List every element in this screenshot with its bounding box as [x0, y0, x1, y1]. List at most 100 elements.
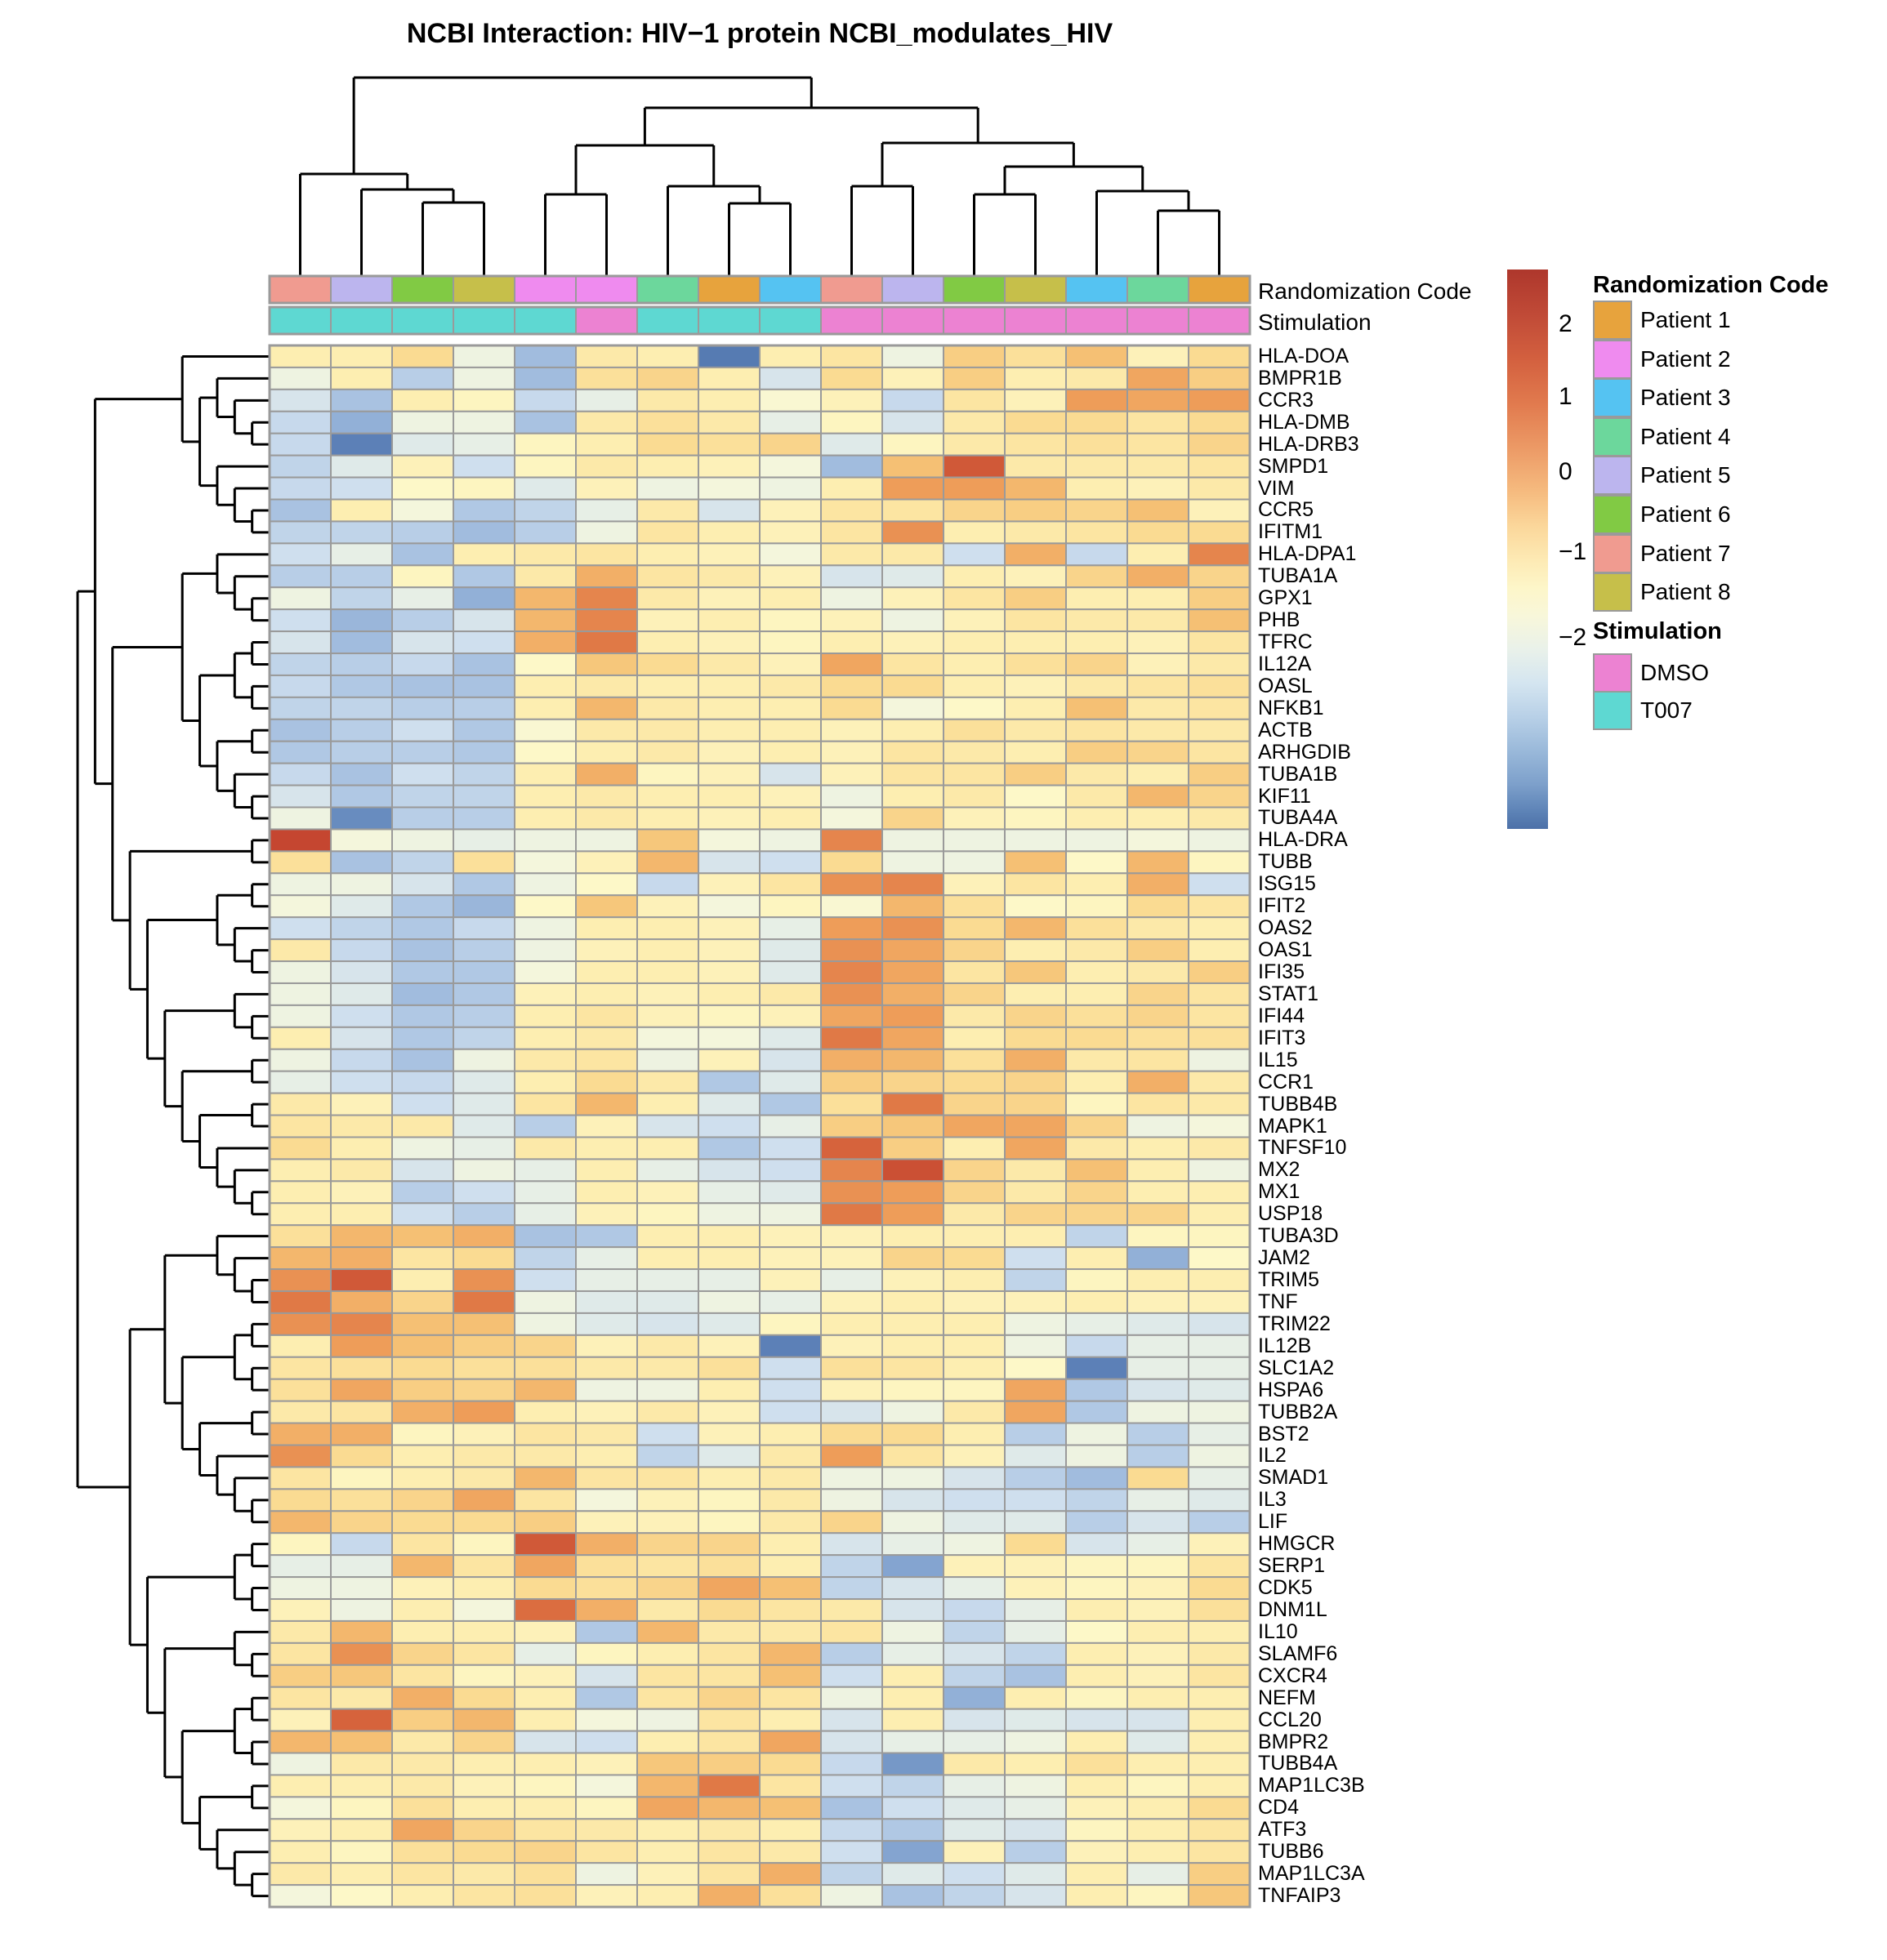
heatmap-cell — [759, 1246, 822, 1271]
heatmap-cell — [820, 1004, 883, 1028]
randomization-annotation-cell — [881, 275, 944, 304]
stimulation-annotation-cell — [698, 306, 761, 335]
annotation-label-randomization: Randomization Code — [1258, 278, 1472, 304]
heatmap-cell — [1126, 1246, 1189, 1271]
heatmap-cell — [453, 1070, 515, 1094]
heatmap-cell — [1126, 1488, 1189, 1512]
heatmap-cell — [514, 498, 577, 523]
colorbar-tick-label: 0 — [1559, 457, 1572, 485]
heatmap-cell — [269, 1180, 332, 1205]
heatmap-cell — [881, 982, 944, 1006]
heatmap-cell — [453, 696, 515, 720]
heatmap-cell — [391, 1840, 454, 1864]
row-label: HSPA6 — [1258, 1378, 1324, 1401]
heatmap-cell — [636, 1884, 699, 1909]
heatmap-cell — [514, 1444, 577, 1468]
heatmap-cell — [698, 1576, 761, 1601]
heatmap-cell — [698, 1114, 761, 1138]
heatmap-cell — [1188, 345, 1251, 368]
heatmap-cell — [881, 1378, 944, 1402]
heatmap-cell — [575, 696, 638, 720]
heatmap-cell — [391, 608, 454, 633]
colorbar-tick-label: 1 — [1559, 383, 1572, 411]
heatmap-cell — [820, 1554, 883, 1579]
heatmap-cell — [269, 1356, 332, 1380]
heatmap-cell — [759, 1444, 822, 1468]
heatmap-cell — [514, 1092, 577, 1116]
row-label: TRIM22 — [1258, 1312, 1331, 1335]
heatmap-cell — [759, 1752, 822, 1776]
heatmap-cell — [330, 1268, 393, 1292]
heatmap-cell — [636, 806, 699, 831]
heatmap-cell — [636, 850, 699, 875]
heatmap-cell — [575, 762, 638, 786]
heatmap-cell — [453, 1026, 515, 1050]
row-label: CDK5 — [1258, 1576, 1313, 1600]
row-label: IFI44 — [1258, 1004, 1305, 1027]
heatmap-cell — [330, 674, 393, 698]
heatmap-cell — [759, 938, 822, 963]
heatmap-cell — [1004, 1884, 1067, 1909]
heatmap-cell — [636, 1136, 699, 1160]
heatmap-cell — [1065, 520, 1128, 545]
heatmap-cell — [943, 586, 1006, 611]
heatmap-cell — [391, 1598, 454, 1622]
heatmap-cell — [269, 894, 332, 919]
heatmap-cell — [1004, 653, 1067, 676]
heatmap-cell — [759, 1422, 822, 1446]
legend-swatch — [1593, 378, 1632, 418]
heatmap-cell — [820, 916, 883, 941]
heatmap-cell — [1004, 1312, 1067, 1336]
heatmap-cell — [943, 1862, 1006, 1886]
heatmap-cell — [514, 1488, 577, 1512]
heatmap-cell — [1004, 586, 1067, 611]
heatmap-cell — [881, 1664, 944, 1688]
heatmap-cell — [759, 653, 822, 676]
heatmap-cell — [453, 1884, 515, 1909]
heatmap-cell — [269, 784, 332, 808]
heatmap-cell — [1004, 1004, 1067, 1028]
heatmap-cell — [1188, 960, 1251, 984]
heatmap-cell — [943, 1686, 1006, 1710]
heatmap-cell — [943, 1202, 1006, 1227]
heatmap-cell — [1188, 608, 1251, 633]
heatmap-cell — [943, 1774, 1006, 1798]
heatmap-cell — [391, 1686, 454, 1710]
heatmap-cell — [1004, 1818, 1067, 1842]
heatmap-cell — [943, 476, 1006, 501]
heatmap-cell — [820, 1356, 883, 1380]
heatmap-cell — [575, 1708, 638, 1732]
heatmap-cell — [820, 1752, 883, 1776]
heatmap-cell — [881, 1290, 944, 1314]
randomization-annotation-cell — [698, 275, 761, 304]
heatmap-cell — [575, 1619, 638, 1644]
stimulation-annotation-cell — [820, 306, 883, 335]
heatmap-cell — [1065, 1136, 1128, 1160]
heatmap-cell — [1065, 916, 1128, 941]
heatmap-cell — [575, 1158, 638, 1183]
heatmap-cell — [943, 1048, 1006, 1072]
heatmap-cell — [1065, 1026, 1128, 1050]
heatmap-cell — [330, 1796, 393, 1820]
heatmap-cell — [453, 1642, 515, 1666]
heatmap-cell — [636, 608, 699, 633]
heatmap-cell — [943, 718, 1006, 742]
legend-swatch — [1593, 495, 1632, 534]
heatmap-cell — [881, 1796, 944, 1820]
heatmap-cell — [330, 1180, 393, 1205]
heatmap-cell — [636, 740, 699, 764]
heatmap-cell — [330, 1378, 393, 1402]
heatmap-cell — [453, 1114, 515, 1138]
heatmap-cell — [759, 1708, 822, 1732]
heatmap-cell — [881, 674, 944, 698]
randomization-annotation-cell — [759, 275, 822, 304]
heatmap-cell — [1065, 784, 1128, 808]
heatmap-cell — [820, 872, 883, 897]
heatmap-cell — [636, 1422, 699, 1446]
heatmap-cell — [636, 1048, 699, 1072]
heatmap-cell — [759, 872, 822, 897]
heatmap-cell — [636, 1619, 699, 1644]
heatmap-cell — [1065, 1070, 1128, 1094]
heatmap-cell — [943, 1510, 1006, 1535]
heatmap-cell — [269, 1818, 332, 1842]
